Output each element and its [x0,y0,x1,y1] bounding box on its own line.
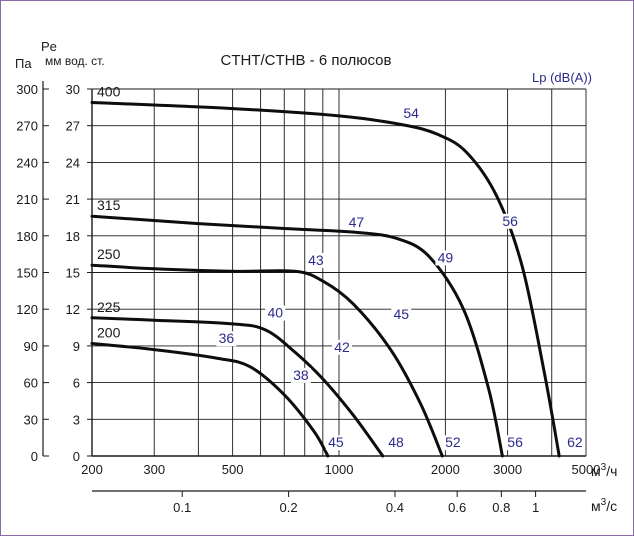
noise-label-bg [346,215,367,231]
left-axis-tick-label: 210 [16,192,38,207]
x2-unit-base: м [591,498,601,514]
left-axis-tick-label: 120 [16,302,38,317]
x2-axis-unit: м3/с [591,497,617,514]
x-unit-suffix: /ч [606,463,617,479]
noise-label: 56 [507,434,523,450]
x-unit-base: м [591,463,601,479]
x-axis-tick-label: 500 [222,462,244,477]
noise-label: 45 [328,434,344,450]
x-axis-tick-label: 3000 [493,462,522,477]
noise-label-bg [442,435,463,451]
noise-label: 49 [438,249,454,265]
inner-axis-tick-label: 0 [73,449,80,464]
noise-label: 38 [293,367,309,383]
inner-axis-tick-label: 9 [73,339,80,354]
x-axis-tick-label: 300 [143,462,165,477]
series-label: 315 [97,197,121,213]
noise-label: 42 [334,339,350,355]
inner-axis-tick-label: 18 [66,229,80,244]
noise-label-bg [386,435,407,451]
inner-axis-tick-label: 24 [66,155,80,170]
inner-axis-tick-label: 3 [73,412,80,427]
noise-label-bg [325,435,346,451]
inner-axis-tick-label: 21 [66,192,80,207]
x-axis-tick-label: 2000 [431,462,460,477]
noise-label-bg [216,331,237,347]
noise-label: 52 [445,434,461,450]
left-axis-tick-label: 90 [24,339,38,354]
curves: 200 225 250 315 400 54 56 47 49 43 45 40 42 36 38 45 48 5… [90,83,585,458]
left-axis-tick-label: 60 [24,376,38,391]
noise-label: 43 [308,252,324,268]
left-axis-tick-label: 240 [16,155,38,170]
noise-label-bg [391,306,412,322]
series-curve-250 [90,263,444,458]
left-axis-tick-label: 30 [24,412,38,427]
left-axis-tick-label: 300 [16,82,38,97]
inner-axis-tick-label: 30 [66,82,80,97]
noise-label: 62 [567,434,583,450]
x2-axis-tick-label: 1 [532,500,539,515]
x2-axis-tick-label: 0.2 [280,500,298,515]
x2-axis-tick-label: 0.6 [448,500,466,515]
noise-label-bg [505,435,526,451]
noise-label: 48 [388,434,404,450]
x-axis-unit: м3/ч [591,462,617,479]
series-label: 200 [97,324,121,340]
noise-label: 54 [403,105,419,121]
inner-axis-tick-label: 27 [66,119,80,134]
inner-axis-header: мм вод. ст. [45,54,105,68]
noise-label: 56 [502,213,518,229]
x2-axis-tick-label: 0.8 [492,500,510,515]
series-curve-315 [90,214,504,458]
series-label: 250 [97,246,121,262]
series-curve-400 [90,101,561,458]
inner-axis-tick-label: 12 [66,302,80,317]
grid [91,88,587,456]
x2-unit-suffix: /с [606,498,617,514]
noise-label: 40 [267,305,283,321]
chart-title: CTHT/CTHB - 6 полюсов [221,52,392,69]
x-unit-exp: 3 [601,462,607,473]
x-axis-tick-label: 200 [81,462,103,477]
noise-label-bg [401,106,422,122]
x2-axis-tick-label: 0.4 [386,500,404,515]
left-axis-tick-label: 180 [16,229,38,244]
noise-label-bg [332,339,353,355]
series-label: 400 [97,83,121,99]
noise-label: 47 [349,214,365,230]
series-curve-200 [90,342,330,458]
noise-label-bg [564,435,585,451]
noise-label-bg [305,252,326,268]
left-axis-header: Па [15,56,32,71]
noise-label-bg [435,250,456,266]
noise-label-bg [290,367,311,383]
series-label: 225 [97,299,121,315]
noise-axis-label: Lp (dB(A)) [532,70,592,85]
inner-axis-tick-label: 6 [73,376,80,391]
left-axis-tick-label: 150 [16,266,38,281]
noise-label-bg [265,305,286,321]
x2-axis-tick-label: 0.1 [173,500,191,515]
left-axis-tick-label: 0 [31,449,38,464]
noise-label: 45 [393,306,409,322]
noise-label-bg [500,213,521,229]
x2-unit-exp: 3 [601,497,607,508]
x-axis-tick-label: 1000 [325,462,354,477]
axes: 0306090120150180210240270300036912151821… [16,81,617,515]
series-curve-225 [90,316,385,458]
noise-label: 36 [219,330,235,346]
left-axis-tick-label: 270 [16,119,38,134]
x-axis-tick-label: 5000 [572,462,601,477]
inner-axis-tick-label: 15 [66,266,80,281]
pressure-symbol: Pe [41,39,57,54]
